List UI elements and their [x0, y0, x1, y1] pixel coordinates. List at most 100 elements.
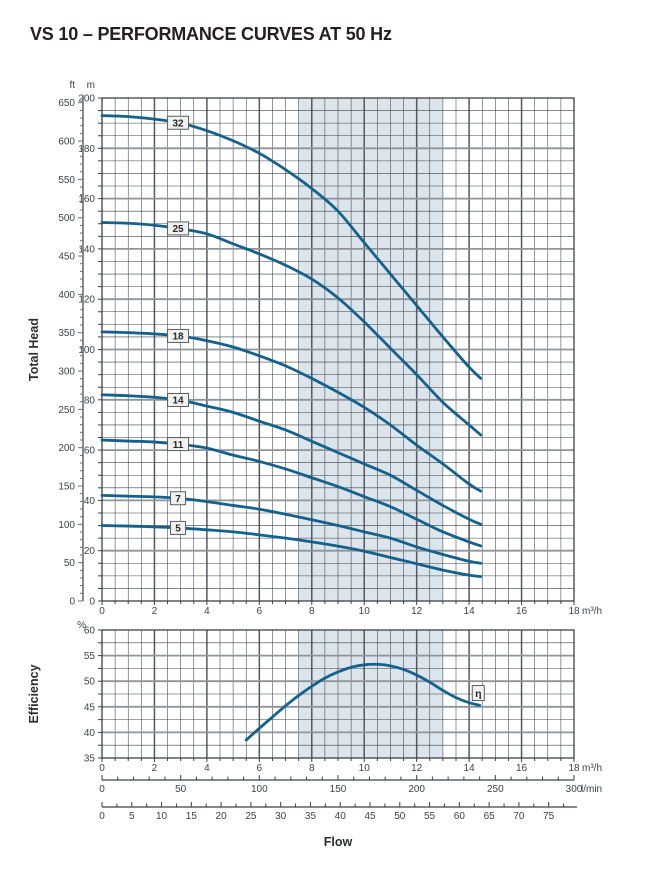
svg-text:45: 45 [364, 811, 376, 822]
svg-text:50: 50 [64, 558, 76, 569]
svg-text:0: 0 [99, 811, 105, 822]
scale-us-gpm: 0 5 10 15 20 25 30 35 40 45 50 55 60 65 70 75 [99, 802, 577, 822]
svg-text:18: 18 [568, 763, 580, 774]
svg-text:140: 140 [78, 244, 95, 255]
svg-text:50: 50 [394, 811, 406, 822]
svg-text:10: 10 [156, 811, 168, 822]
svg-text:30: 30 [275, 811, 287, 822]
curve-label-25: 25 [167, 221, 190, 236]
svg-text:450: 450 [58, 252, 75, 263]
page-title: VS 10 – PERFORMANCE CURVES AT 50 Hz [30, 24, 392, 44]
svg-text:25: 25 [245, 811, 257, 822]
svg-text:250: 250 [487, 784, 504, 795]
svg-text:650: 650 [58, 98, 75, 109]
svg-text:55: 55 [84, 651, 96, 662]
svg-text:12: 12 [411, 763, 423, 774]
flow-axis-title: Flow [324, 835, 353, 849]
svg-text:50: 50 [175, 784, 187, 795]
svg-text:400: 400 [58, 290, 75, 301]
svg-text:550: 550 [58, 175, 75, 186]
svg-text:150: 150 [58, 482, 75, 493]
svg-text:160: 160 [78, 194, 95, 205]
svg-text:7: 7 [175, 494, 181, 505]
svg-text:80: 80 [84, 395, 96, 406]
svg-text:0: 0 [99, 784, 105, 795]
head-curve-5 [100, 524, 483, 578]
total-head-axis-title: Total Head [27, 318, 41, 381]
svg-text:11: 11 [173, 440, 184, 451]
svg-text:4: 4 [204, 763, 210, 774]
svg-text:70: 70 [513, 811, 525, 822]
svg-text:14: 14 [172, 396, 184, 407]
svg-text:45: 45 [84, 702, 96, 713]
svg-text:200: 200 [408, 784, 425, 795]
svg-text:14: 14 [464, 606, 476, 617]
curve-label-32: 32 [167, 115, 190, 130]
svg-text:150: 150 [330, 784, 347, 795]
svg-text:12: 12 [411, 606, 423, 617]
svg-text:m³/h: m³/h [582, 606, 602, 617]
curve-label-18: 18 [167, 328, 190, 343]
svg-text:8: 8 [309, 606, 315, 617]
svg-text:300: 300 [58, 367, 75, 378]
svg-text:40: 40 [84, 728, 96, 739]
curve-label-7: 7 [170, 491, 187, 506]
svg-text:%: % [77, 620, 86, 631]
svg-text:5: 5 [175, 524, 181, 535]
svg-text:200: 200 [58, 443, 75, 454]
svg-text:180: 180 [78, 144, 95, 155]
svg-text:60: 60 [84, 626, 96, 637]
svg-text:100: 100 [58, 520, 75, 531]
svg-text:ft: ft [69, 80, 75, 91]
efficiency-chart: 35 40 45 50 55 60% 0 2 4 6 8 10 12 14 16 18 m³/h Efficien… [27, 620, 602, 774]
svg-text:20: 20 [216, 811, 228, 822]
svg-text:4: 4 [204, 606, 210, 617]
curve-label-14: 14 [167, 393, 190, 408]
svg-text:0: 0 [89, 597, 95, 608]
svg-text:600: 600 [58, 137, 75, 148]
svg-text:20: 20 [84, 546, 96, 557]
svg-text:18: 18 [172, 332, 184, 343]
svg-text:l/min: l/min [581, 784, 602, 795]
svg-text:0: 0 [99, 763, 105, 774]
svg-text:0: 0 [69, 597, 75, 608]
svg-text:16: 16 [516, 763, 528, 774]
svg-text:60: 60 [84, 446, 96, 457]
svg-text:2: 2 [152, 763, 158, 774]
svg-text:0: 0 [99, 606, 105, 617]
svg-text:18: 18 [568, 606, 580, 617]
head-curve-7 [100, 493, 483, 565]
curve-label-5: 5 [170, 520, 187, 535]
svg-text:120: 120 [78, 295, 95, 306]
svg-text:32: 32 [172, 118, 184, 129]
svg-text:300: 300 [566, 784, 583, 795]
svg-text:6: 6 [257, 606, 263, 617]
svg-text:10: 10 [359, 763, 371, 774]
total-head-chart: 020406080100120140160180200m050100150200… [27, 80, 602, 617]
svg-text:40: 40 [84, 496, 96, 507]
svg-text:500: 500 [58, 213, 75, 224]
efficiency-curve-line [244, 662, 481, 742]
svg-text:14: 14 [464, 763, 476, 774]
svg-text:15: 15 [186, 811, 198, 822]
svg-text:η: η [475, 688, 481, 700]
svg-text:m³/h: m³/h [582, 763, 602, 774]
svg-text:60: 60 [454, 811, 466, 822]
curve-label-eta: η [471, 684, 485, 701]
svg-text:35: 35 [84, 754, 96, 765]
efficiency-axis-title: Efficiency [27, 664, 41, 723]
svg-text:25: 25 [172, 224, 184, 235]
svg-text:100: 100 [251, 784, 268, 795]
svg-text:35: 35 [305, 811, 317, 822]
svg-text:40: 40 [335, 811, 347, 822]
svg-text:6: 6 [257, 763, 263, 774]
svg-text:200: 200 [78, 94, 95, 105]
curve-label-11: 11 [167, 437, 190, 452]
svg-text:75: 75 [543, 811, 555, 822]
svg-text:350: 350 [58, 328, 75, 339]
svg-text:5: 5 [129, 811, 135, 822]
